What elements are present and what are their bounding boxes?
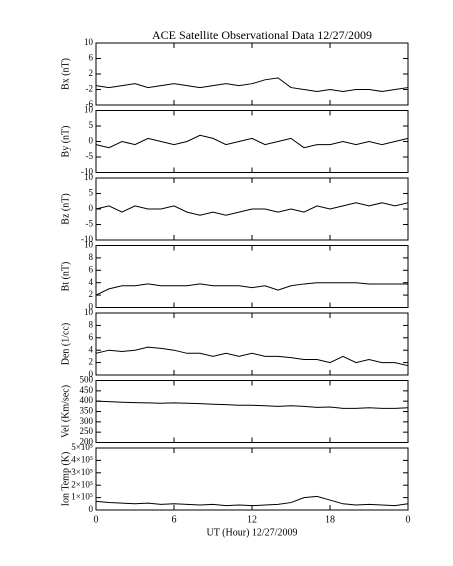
y-tick-label: 6 <box>89 53 94 63</box>
x-tick-label: 18 <box>325 514 335 525</box>
y-tick-label: 3×10⁵ <box>71 467 93 477</box>
y-tick-label: 2×10⁵ <box>71 479 93 489</box>
y-tick-label: 6 <box>89 264 94 274</box>
y-tick-label: 1×10⁵ <box>71 492 93 502</box>
data-line <box>95 495 409 507</box>
y-tick-label: -5 <box>86 219 94 229</box>
y-axis-label: Bx (nT) <box>60 58 71 90</box>
y-tick-label: 5 <box>89 120 94 130</box>
panel-frame <box>95 42 409 106</box>
x-tick-label: 6 <box>172 514 177 525</box>
y-tick-label: -10 <box>81 234 93 244</box>
data-line <box>95 282 408 296</box>
data-line <box>95 134 409 149</box>
panel-frame <box>95 110 409 173</box>
y-tick-label: -10 <box>81 167 93 177</box>
y-tick-label: 8 <box>89 252 94 262</box>
y-tick-label: 10 <box>84 37 94 47</box>
x-tick-label: 12 <box>247 514 257 525</box>
y-tick-label: 0 <box>89 203 94 213</box>
y-tick-label: 350 <box>80 406 94 416</box>
y-tick-label: 250 <box>80 426 94 436</box>
data-line <box>95 400 409 409</box>
y-tick-label: 2 <box>89 357 94 367</box>
x-tick-label: 0 <box>406 514 411 525</box>
chart-title: ACE Satellite Observational Data 12/27/2… <box>152 28 372 42</box>
data-line <box>95 346 409 367</box>
panel-frame <box>95 447 409 511</box>
x-tick-label: 0 <box>94 514 99 525</box>
y-tick-label: 450 <box>80 385 94 395</box>
y-tick-label: 500 <box>80 375 94 385</box>
y-tick-label: 0 <box>89 369 94 379</box>
panel-frame <box>95 245 409 308</box>
data-line <box>95 202 409 216</box>
y-tick-label: -6 <box>86 99 94 109</box>
y-tick-label: 10 <box>84 240 94 250</box>
y-axis-label: Ion Temp (K) <box>60 452 71 507</box>
y-axis-label: Bt (nT) <box>60 262 71 292</box>
y-tick-label: 8 <box>89 319 94 329</box>
data-line <box>95 77 409 92</box>
y-axis-label: Bz (nT) <box>60 193 71 224</box>
y-tick-label: 4 <box>89 344 94 354</box>
y-axis-label: Den (1/cc) <box>60 323 71 365</box>
y-tick-label: 5×10⁵ <box>71 442 93 452</box>
y-tick-label: 10 <box>84 172 94 182</box>
y-tick-label: 2 <box>89 289 94 299</box>
y-axis-label: By (nT) <box>60 126 71 158</box>
y-tick-label: 2 <box>89 68 94 78</box>
y-tick-label: 200 <box>80 437 94 447</box>
y-tick-label: 10 <box>84 105 94 115</box>
y-tick-label: -5 <box>86 151 94 161</box>
y-tick-label: 300 <box>80 416 94 426</box>
y-tick-label: 4 <box>89 277 94 287</box>
panel-frame <box>95 312 409 376</box>
y-tick-label: 10 <box>84 307 94 317</box>
y-tick-label: 400 <box>80 395 94 405</box>
y-tick-label: 6 <box>89 332 94 342</box>
y-tick-label: -2 <box>86 84 94 94</box>
y-tick-label: 0 <box>89 302 94 312</box>
y-axis-label: Vel (Km/sec) <box>60 385 71 438</box>
y-tick-label: 0 <box>89 504 94 514</box>
x-axis-label: UT (Hour) 12/27/2009 <box>207 527 298 538</box>
y-tick-label: 4×10⁵ <box>71 454 93 464</box>
panel-frame <box>95 380 409 443</box>
y-tick-label: 5 <box>89 188 94 198</box>
y-tick-label: 0 <box>89 136 94 146</box>
